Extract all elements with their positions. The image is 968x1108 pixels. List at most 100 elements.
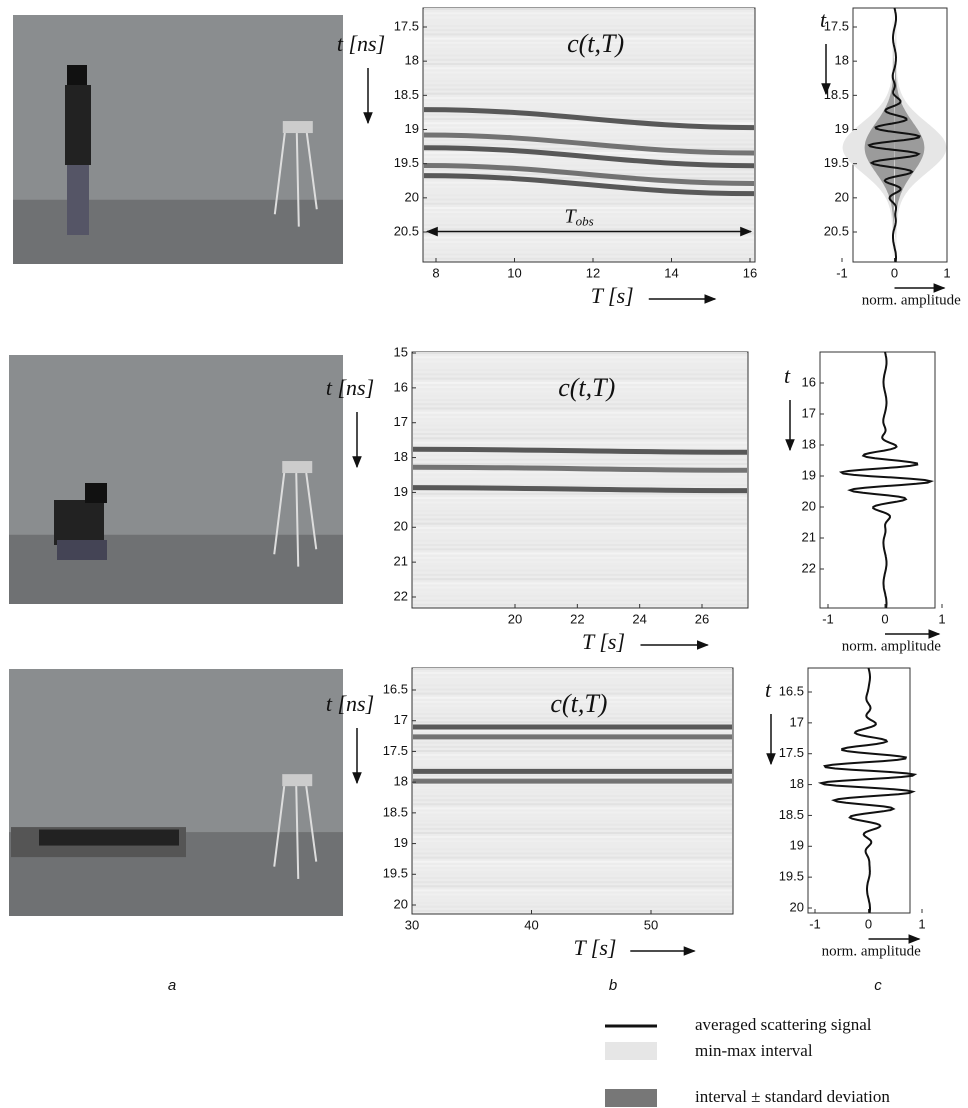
stripe: [413, 535, 747, 538]
stripe: [424, 54, 754, 57]
heatmap-label: c(t,T): [567, 29, 624, 58]
stripe: [413, 700, 732, 703]
stripe: [413, 848, 732, 851]
stripe: [424, 29, 754, 32]
y-tick-label: 18: [835, 53, 849, 68]
stripe: [424, 130, 754, 133]
stripe: [424, 67, 754, 70]
stripe: [413, 484, 747, 487]
stripe: [413, 518, 747, 521]
stripe: [424, 249, 754, 252]
stripe: [413, 692, 732, 695]
stripe: [413, 721, 732, 724]
stripe: [413, 373, 747, 376]
stripe: [424, 92, 754, 95]
stripe: [413, 782, 732, 785]
stripe: [424, 58, 754, 61]
stripe: [413, 522, 747, 525]
x-tick-label: 40: [524, 917, 538, 932]
tripod: [273, 132, 318, 227]
stripe: [413, 501, 747, 504]
y-tick-label: 18: [394, 774, 408, 789]
stripe: [413, 573, 747, 576]
stripe: [413, 595, 747, 598]
stripe: [424, 16, 754, 19]
stripe: [413, 556, 747, 559]
y-tick-label: 15: [394, 344, 408, 359]
stripe: [413, 832, 732, 834]
stripe: [413, 416, 747, 418]
stripe: [413, 599, 747, 602]
stripe: [413, 497, 747, 500]
stripe: [413, 433, 747, 436]
stripe: [424, 168, 754, 171]
stripe: [413, 548, 747, 551]
y-tick-label: 19.5: [824, 155, 849, 170]
stripe: [413, 791, 732, 793]
stripe: [413, 377, 747, 380]
stripe: [413, 905, 732, 908]
stripe: [413, 713, 732, 716]
y-tick-label: 17: [394, 712, 408, 727]
stripe: [413, 823, 732, 826]
y-tick-label: 20.5: [824, 223, 849, 238]
y-tick-label: 22: [802, 560, 816, 575]
stripe: [413, 441, 747, 444]
person: [67, 165, 89, 235]
caption: a: [168, 977, 176, 994]
tripod: [273, 786, 318, 879]
stripe: [413, 582, 747, 585]
y-tick-label: 19: [790, 838, 804, 853]
stripe: [413, 411, 747, 414]
stripe: [424, 257, 754, 260]
stripe: [413, 398, 747, 401]
stripe: [413, 852, 732, 855]
stripe: [413, 356, 747, 359]
caption: b: [609, 977, 617, 994]
stripe: [413, 868, 732, 871]
stripe: [413, 492, 747, 495]
stripe: [413, 381, 747, 384]
stripe: [424, 139, 754, 142]
y-tick-label: 18: [394, 449, 408, 464]
stripe: [424, 151, 754, 154]
stripe: [424, 75, 754, 78]
y-tick-label: 18: [790, 776, 804, 791]
radar: [282, 461, 313, 474]
stripe: [413, 505, 747, 508]
stripe: [413, 603, 747, 606]
x-tick-label: -1: [836, 265, 848, 280]
stripe: [413, 709, 732, 711]
stripe: [413, 471, 747, 474]
stripe: [424, 24, 754, 27]
x-tick-label: 1: [918, 916, 925, 931]
stripe: [413, 676, 732, 679]
stripe: [413, 877, 732, 880]
x-axis-label: T [s]: [582, 629, 625, 654]
y-tick-label: 22: [394, 588, 408, 603]
stripe: [424, 198, 754, 201]
stripe: [424, 46, 754, 49]
y-tick-label: 18: [802, 436, 816, 451]
y-axis-label: t: [784, 363, 791, 388]
legend-swatch: [605, 1089, 657, 1107]
stripe: [412, 464, 748, 473]
stripe: [413, 586, 747, 589]
stripe: [424, 105, 754, 108]
stripe: [423, 107, 755, 131]
stripe: [413, 454, 747, 457]
y-tick-label: 20: [835, 189, 849, 204]
stripe: [413, 458, 747, 461]
stripe: [413, 836, 732, 839]
x-tick-label: 22: [570, 611, 584, 626]
x-tick-label: 30: [405, 917, 419, 932]
stripe: [413, 881, 732, 884]
y-tick-label: 17: [394, 414, 408, 429]
x-tick-label: 24: [632, 611, 646, 626]
stripe: [424, 50, 754, 53]
stripe: [423, 145, 755, 169]
heatmap-label: c(t,T): [550, 689, 607, 718]
stripe: [413, 672, 732, 675]
photo-wall: [9, 669, 343, 833]
